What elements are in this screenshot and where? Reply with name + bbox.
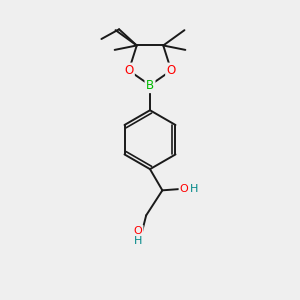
Text: O: O (167, 64, 176, 77)
Text: O: O (179, 184, 188, 194)
Text: H: H (134, 236, 142, 246)
Text: O: O (134, 226, 142, 236)
Text: O: O (124, 64, 134, 77)
Text: H: H (190, 184, 198, 194)
Text: B: B (146, 79, 154, 92)
